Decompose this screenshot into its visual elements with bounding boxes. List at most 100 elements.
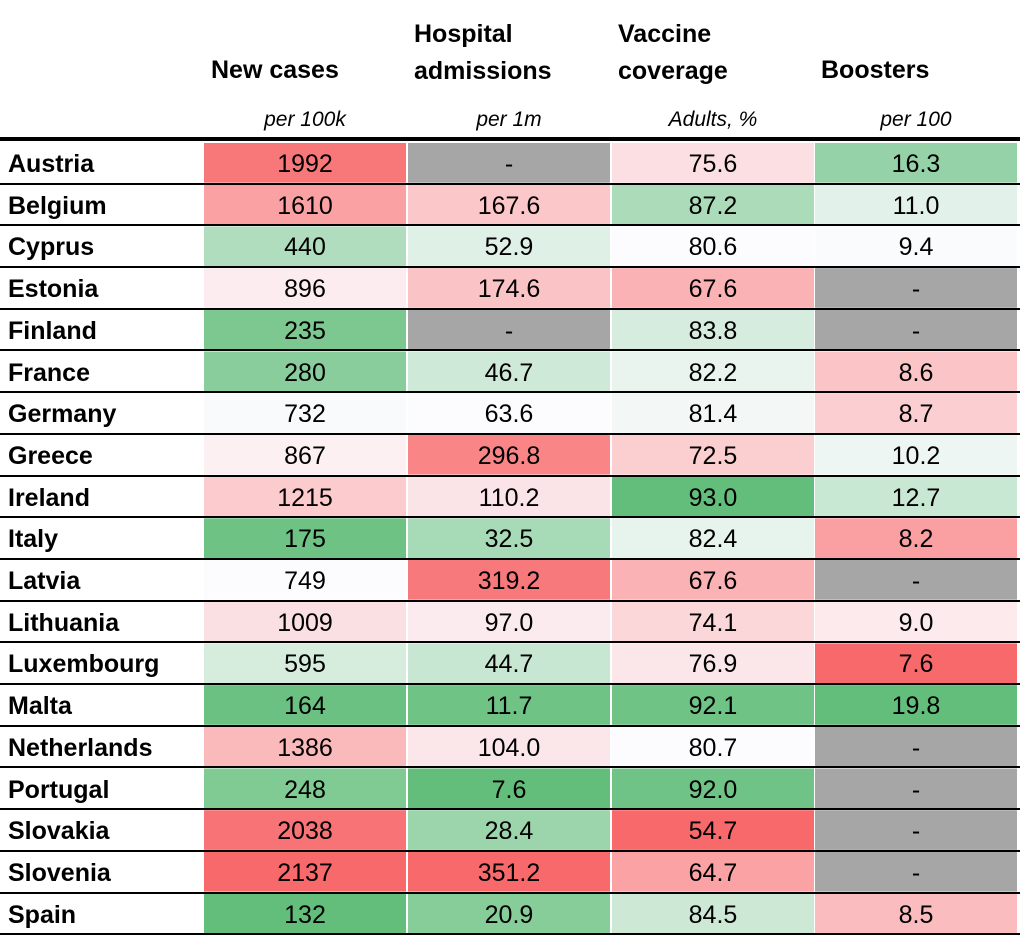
table-row: Greece 867 296.8 72.5 10.2 bbox=[0, 435, 1020, 477]
cell-value-boosters: 9.4 bbox=[898, 233, 934, 262]
row-divider bbox=[0, 266, 1020, 269]
cell-value-new_cases: 595 bbox=[284, 650, 326, 679]
column-unit-new_cases: per 100k bbox=[264, 108, 346, 131]
cell-value-new_cases: 1992 bbox=[277, 150, 333, 178]
heat-cell-slovenia-hospital_admissions bbox=[408, 851, 610, 892]
cell-value-new_cases: 732 bbox=[284, 400, 326, 429]
heat-cell-lithuania-hospital_admissions bbox=[408, 601, 610, 642]
cell-value-hospital_admissions: 319.2 bbox=[477, 567, 541, 595]
cell-value-boosters: - bbox=[911, 858, 921, 887]
country-label: Lithuania bbox=[8, 608, 120, 637]
cell-value-boosters: 8.7 bbox=[898, 400, 934, 429]
row-divider bbox=[0, 391, 1020, 394]
column-unit-vaccine_coverage: Adults, % bbox=[668, 108, 758, 131]
heat-cell-spain-new_cases bbox=[204, 893, 406, 934]
row-divider bbox=[0, 307, 1020, 310]
cell-value-boosters: 16.3 bbox=[891, 150, 941, 178]
row-divider bbox=[0, 849, 1020, 852]
table-row: Austria 1992 - 75.6 16.3 bbox=[0, 143, 1020, 185]
row-divider bbox=[0, 683, 1020, 686]
heat-cell-netherlands-vaccine_coverage bbox=[612, 726, 814, 767]
country-label: Slovenia bbox=[8, 858, 111, 887]
heat-cell-finland-new_cases bbox=[204, 309, 406, 350]
country-label: France bbox=[8, 358, 90, 387]
cell-value-vaccine_coverage: 82.2 bbox=[688, 358, 738, 387]
cell-value-new_cases: 867 bbox=[284, 441, 326, 470]
row-divider bbox=[0, 349, 1020, 352]
heat-cell-ireland-new_cases bbox=[204, 476, 406, 517]
cell-value-boosters: - bbox=[911, 733, 921, 762]
heat-cell-spain-hospital_admissions bbox=[408, 893, 610, 934]
cell-value-new_cases: 749 bbox=[284, 567, 326, 595]
cell-value-boosters: 12.7 bbox=[891, 483, 941, 512]
cell-value-vaccine_coverage: 80.7 bbox=[688, 733, 738, 762]
cell-value-boosters: 8.6 bbox=[898, 358, 934, 387]
cell-value-new_cases: 235 bbox=[284, 316, 326, 345]
heat-cell-malta-vaccine_coverage bbox=[612, 685, 814, 725]
heat-cell-france-vaccine_coverage bbox=[612, 351, 814, 392]
column-header-vaccine_coverage-line2: coverage bbox=[618, 57, 728, 85]
row-divider bbox=[0, 724, 1020, 727]
heat-cell-greece-vaccine_coverage bbox=[612, 434, 814, 475]
heat-cell-finland-boosters bbox=[815, 309, 1017, 350]
heat-cell-belgium-new_cases bbox=[204, 184, 406, 225]
row-divider bbox=[0, 474, 1020, 477]
heat-cell-france-hospital_admissions bbox=[408, 351, 610, 392]
cell-value-vaccine_coverage: 92.1 bbox=[688, 692, 738, 721]
heat-cell-germany-vaccine_coverage bbox=[612, 393, 814, 433]
cell-value-vaccine_coverage: 74.1 bbox=[688, 608, 738, 637]
table-row: France 280 46.7 82.2 8.6 bbox=[0, 352, 1020, 394]
cell-value-vaccine_coverage: 75.6 bbox=[688, 150, 738, 178]
cell-value-hospital_admissions: - bbox=[504, 150, 514, 178]
cell-value-vaccine_coverage: 67.6 bbox=[688, 275, 738, 304]
country-label: Austria bbox=[8, 150, 95, 178]
row-divider bbox=[0, 641, 1020, 644]
table-row: Cyprus 440 52.9 80.6 9.4 bbox=[0, 226, 1020, 269]
heat-cell-ireland-hospital_admissions bbox=[408, 476, 610, 517]
heat-cell-italy-new_cases bbox=[204, 518, 406, 558]
heat-cell-latvia-boosters bbox=[815, 560, 1017, 600]
cell-value-hospital_admissions: 20.9 bbox=[484, 900, 534, 929]
cell-value-new_cases: 280 bbox=[284, 358, 326, 387]
row-divider bbox=[0, 933, 1020, 936]
cell-value-vaccine_coverage: 93.0 bbox=[688, 483, 738, 512]
heat-cell-slovenia-new_cases bbox=[204, 851, 406, 892]
country-label: Belgium bbox=[8, 191, 107, 220]
cell-value-new_cases: 1610 bbox=[277, 191, 333, 220]
cell-value-new_cases: 2137 bbox=[277, 858, 333, 887]
cell-value-boosters: 19.8 bbox=[891, 692, 941, 721]
heat-cell-austria-hospital_admissions bbox=[408, 143, 610, 183]
heat-cell-estonia-new_cases bbox=[204, 268, 406, 308]
cell-value-hospital_admissions: 7.6 bbox=[491, 775, 527, 804]
row-divider bbox=[0, 557, 1020, 560]
cell-value-boosters: 8.2 bbox=[898, 525, 934, 554]
heat-cell-cyprus-boosters bbox=[815, 226, 1017, 267]
cell-value-vaccine_coverage: 72.5 bbox=[688, 441, 738, 470]
table-row: Ireland 1215 110.2 93.0 12.7 bbox=[0, 477, 1020, 519]
cell-value-hospital_admissions: 11.7 bbox=[485, 692, 533, 721]
heat-cell-austria-vaccine_coverage bbox=[612, 143, 814, 183]
row-divider bbox=[0, 599, 1020, 602]
cell-value-boosters: - bbox=[911, 775, 921, 804]
heat-cell-slovakia-hospital_admissions bbox=[408, 810, 610, 850]
cell-value-vaccine_coverage: 84.5 bbox=[688, 900, 738, 929]
row-divider bbox=[0, 516, 1020, 519]
cell-value-hospital_admissions: 167.6 bbox=[477, 191, 541, 220]
cell-value-new_cases: 2038 bbox=[277, 817, 333, 846]
heat-cell-luxembourg-vaccine_coverage bbox=[612, 643, 814, 684]
cell-value-hospital_admissions: 44.7 bbox=[484, 650, 534, 679]
country-label: Ireland bbox=[8, 483, 90, 512]
row-divider bbox=[0, 182, 1020, 185]
row-divider bbox=[0, 432, 1020, 435]
heat-cell-slovakia-boosters bbox=[815, 810, 1017, 850]
cell-value-boosters: - bbox=[911, 817, 921, 846]
heat-cell-austria-boosters bbox=[815, 143, 1017, 183]
table-row: Slovenia 2137 351.2 64.7 - bbox=[0, 852, 1020, 894]
heat-cell-italy-boosters bbox=[815, 518, 1017, 558]
heat-cell-slovakia-vaccine_coverage bbox=[612, 810, 814, 850]
cell-value-vaccine_coverage: 80.6 bbox=[688, 233, 738, 262]
heat-cell-slovenia-vaccine_coverage bbox=[612, 851, 814, 892]
table-row: Estonia 896 174.6 67.6 - bbox=[0, 268, 1020, 310]
heat-cell-estonia-hospital_admissions bbox=[408, 268, 610, 308]
column-header-hospital_admissions-line2: admissions bbox=[414, 57, 552, 85]
